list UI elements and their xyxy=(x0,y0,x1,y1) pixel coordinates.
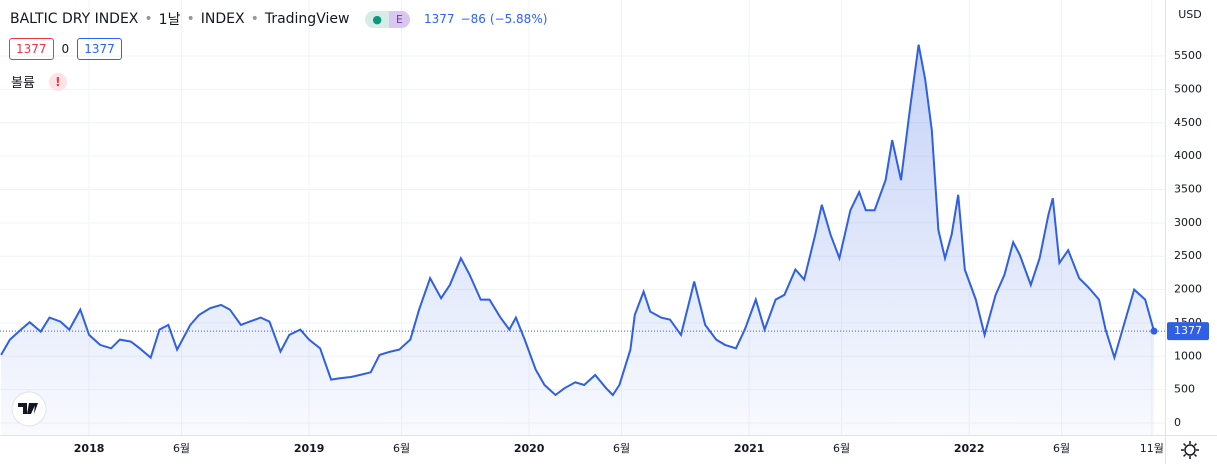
last-price-label: 1377 xyxy=(1174,324,1202,337)
price: 1377 xyxy=(423,12,455,26)
y-tick-label: 0 xyxy=(1174,416,1181,429)
x-tick-label: 2020 xyxy=(514,442,545,455)
x-tick-label: 6월 xyxy=(173,442,190,455)
y-tick-label: 3000 xyxy=(1174,216,1202,229)
sell-button[interactable]: 1377 xyxy=(9,38,54,60)
buy-button[interactable]: 1377 xyxy=(77,38,122,60)
x-tick-label: 2021 xyxy=(734,442,765,455)
y-tick-label: 4000 xyxy=(1174,149,1202,162)
interval: 1날 xyxy=(158,12,181,28)
x-tick-label: 11월 xyxy=(1140,442,1164,455)
x-tick-label: 6월 xyxy=(613,442,630,455)
trade-row: 1377 0 1377 xyxy=(9,38,122,60)
change: −86 xyxy=(460,12,486,26)
symbol: BALTIC DRY INDEX xyxy=(10,11,139,27)
y-tick-label: 5000 xyxy=(1174,82,1202,95)
legend-header: BALTIC DRY INDEX • 1날 • INDEX • TradingView… xyxy=(10,10,548,28)
x-tick-label: 6월 xyxy=(1053,442,1070,455)
last-price-badge xyxy=(1167,322,1209,341)
warning-icon[interactable]: ! xyxy=(48,72,67,91)
x-tick-label: 6월 xyxy=(393,442,410,455)
y-tick-label: 5500 xyxy=(1174,49,1202,62)
badge: E xyxy=(389,10,410,28)
x-tick-label: 2018 xyxy=(74,442,105,455)
exchange: INDEX xyxy=(200,11,245,27)
status-pill[interactable]: ● E xyxy=(365,10,410,28)
source: TradingView xyxy=(264,11,350,27)
last-point xyxy=(1150,327,1158,335)
spread: 0 xyxy=(61,42,70,56)
logo xyxy=(11,391,47,427)
y-tick-label: 500 xyxy=(1174,383,1195,396)
y-tick-label: 1000 xyxy=(1174,349,1202,362)
settings-icon[interactable] xyxy=(1181,441,1199,459)
x-tick-label: 2019 xyxy=(294,442,325,455)
currency: USD xyxy=(1178,8,1202,21)
y-tick-label: 3500 xyxy=(1174,182,1202,195)
volume-label: 볼륨 xyxy=(11,76,35,91)
x-tick-label: 6월 xyxy=(833,442,850,455)
y-tick-label: 2500 xyxy=(1174,249,1202,262)
y-tick-label: 4500 xyxy=(1174,116,1202,129)
x-tick-label: 2022 xyxy=(954,442,985,455)
y-tick-label: 2000 xyxy=(1174,283,1202,296)
price-line xyxy=(0,44,1155,397)
area xyxy=(1,44,1155,435)
volume-row: 볼륨 ! xyxy=(11,72,67,91)
change-pct: (−5.88%) xyxy=(489,12,548,26)
